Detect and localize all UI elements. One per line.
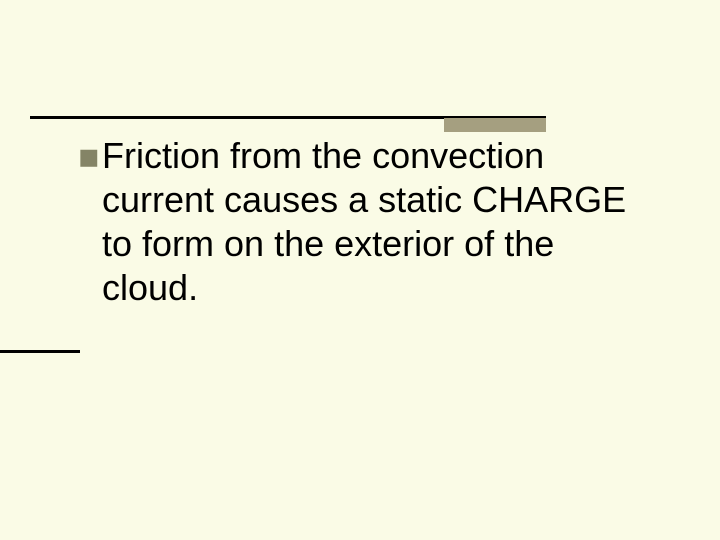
- slide: ◼ Friction from the convection current c…: [0, 0, 720, 540]
- accent-chip: [444, 118, 546, 132]
- square-bullet-icon: ◼: [78, 134, 102, 178]
- bullet-item: ◼ Friction from the convection current c…: [78, 134, 658, 310]
- body-text: Friction from the convection current cau…: [102, 134, 658, 310]
- slide-body: ◼ Friction from the convection current c…: [78, 134, 658, 310]
- left-horizontal-rule: [0, 350, 80, 353]
